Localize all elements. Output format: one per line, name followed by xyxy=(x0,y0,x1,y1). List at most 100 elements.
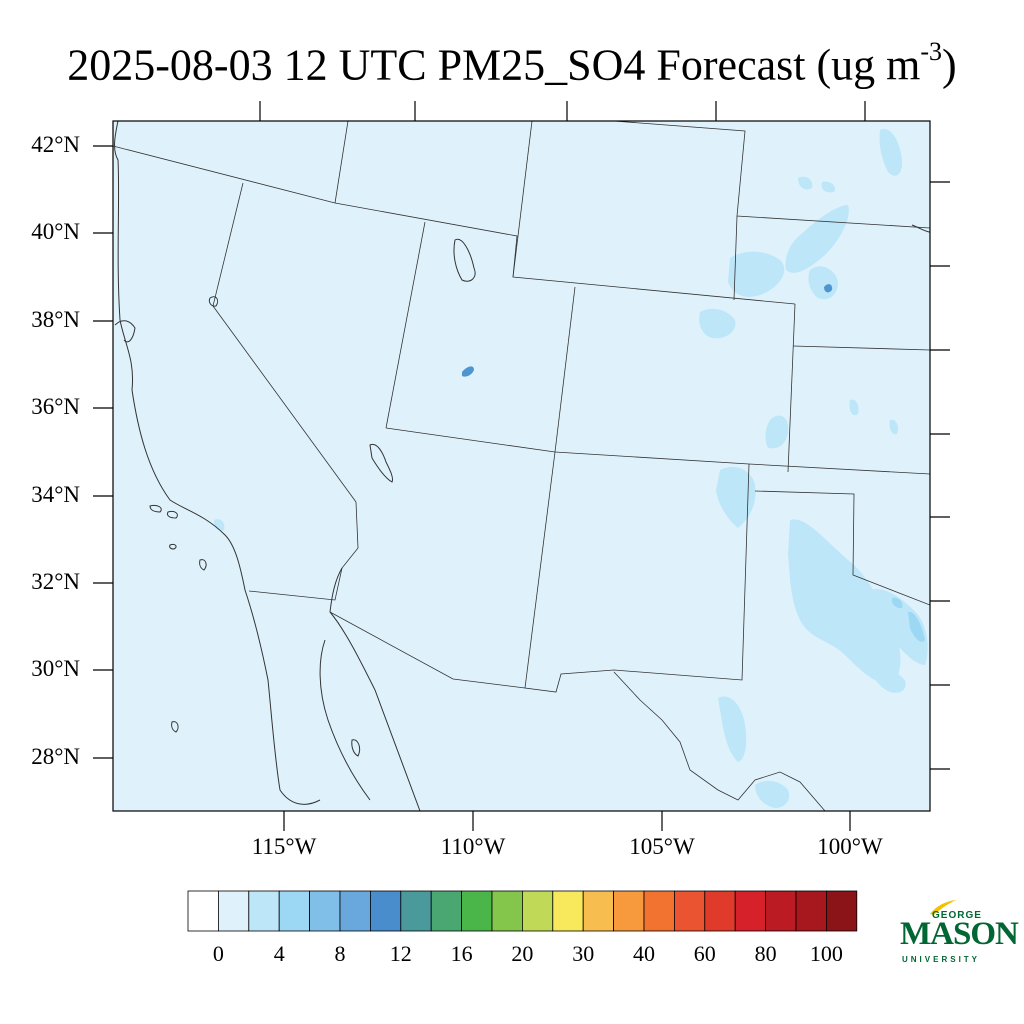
axis-ticks xyxy=(93,101,950,831)
colorbar-swatch xyxy=(674,890,706,932)
title-text: 2025-08-03 12 UTC PM25_SO4 Forecast (ug … xyxy=(67,40,921,90)
colorbar-swatch xyxy=(826,890,858,932)
boundary-line xyxy=(754,490,930,606)
lon-label-110w: 110°W xyxy=(440,834,506,859)
coastline xyxy=(114,121,321,805)
contour-patch xyxy=(728,251,785,297)
map-frame xyxy=(112,120,931,812)
colorbar-swatch xyxy=(522,890,554,932)
map-title: 2025-08-03 12 UTC PM25_SO4 Forecast (ug … xyxy=(0,28,1024,94)
colorbar-swatch xyxy=(582,890,615,932)
colorbar-swatch xyxy=(309,890,341,932)
lon-label-105w: 105°W xyxy=(629,834,695,859)
colorbar-tick-label: 8 xyxy=(334,941,346,966)
boundary-line xyxy=(554,286,576,453)
colorbar-swatch xyxy=(461,890,493,932)
colorbar-tick-label: 16 xyxy=(450,941,473,966)
concentration-contours-mid xyxy=(891,597,925,642)
contour-patch xyxy=(755,780,790,808)
contour-patch xyxy=(824,284,833,293)
colorbar-tick-label: 60 xyxy=(693,941,716,966)
contour-patch xyxy=(462,366,474,377)
boundary-line xyxy=(787,303,796,473)
boundary-line xyxy=(385,221,426,429)
contour-patch xyxy=(879,129,903,176)
contour-patch xyxy=(788,519,901,684)
lat-label-42n: 42°N xyxy=(31,132,80,157)
lat-label-32n: 32°N xyxy=(31,569,80,594)
lat-label-40n: 40°N xyxy=(31,219,80,244)
contour-patch xyxy=(891,597,903,609)
logo-bottom-text: UNIVERSITY xyxy=(902,955,981,964)
plot-area xyxy=(113,121,930,811)
coastline xyxy=(114,320,136,343)
logo-top-text: GEORGE xyxy=(932,910,982,921)
contour-patch xyxy=(870,589,928,665)
colorbar-swatch xyxy=(613,890,645,932)
boundary-line xyxy=(532,121,930,229)
boundary-line xyxy=(613,671,826,811)
contour-patch xyxy=(798,176,813,190)
colorbar-swatch xyxy=(339,890,371,932)
coastline xyxy=(208,296,219,307)
lat-label-36n: 36°N xyxy=(31,394,80,419)
contour-patch xyxy=(849,399,859,416)
contour-patch xyxy=(821,181,836,193)
colorbar-swatch xyxy=(430,890,463,932)
colorbar-tick-label: 20 xyxy=(511,941,534,966)
coastlines xyxy=(114,121,930,811)
colorbar-swatch xyxy=(552,890,584,932)
contour-patch xyxy=(908,611,925,642)
concentration-contours-high xyxy=(462,284,833,377)
coastline xyxy=(329,611,421,811)
coastline xyxy=(199,559,207,571)
lon-label-100w: 100°W xyxy=(817,834,883,859)
coastline xyxy=(351,739,361,757)
contour-patch xyxy=(889,419,899,435)
coastline xyxy=(149,505,162,513)
lat-label-34n: 34°N xyxy=(31,482,80,507)
boundary-line xyxy=(733,215,738,301)
lon-label-115w: 115°W xyxy=(251,834,317,859)
colorbar-tick-label: 4 xyxy=(273,941,285,966)
boundary-line xyxy=(113,145,796,305)
logo-leaf-icon xyxy=(930,900,956,915)
lat-label-30n: 30°N xyxy=(31,656,80,681)
coastline xyxy=(329,567,343,613)
title-close: ) xyxy=(942,40,957,90)
coastline xyxy=(169,544,177,550)
coastline xyxy=(911,224,930,233)
contour-patch xyxy=(870,664,906,693)
coastline xyxy=(167,511,178,519)
gmu-logo: GEORGE MASON UNIVERSITY xyxy=(898,898,1019,970)
boundary-line xyxy=(334,121,349,204)
contour-patch xyxy=(699,308,736,339)
coastline xyxy=(319,639,371,801)
logo-main-text: MASON xyxy=(900,916,1019,952)
coastline xyxy=(369,443,393,483)
colorbar-swatch xyxy=(369,890,402,932)
colorbar-tick-label: 40 xyxy=(633,941,655,966)
colorbar-tick-label: 12 xyxy=(389,941,412,966)
lat-label-28n: 28°N xyxy=(31,744,80,769)
colorbar-swatch xyxy=(704,890,736,932)
colorbar-tick-label: 0 xyxy=(212,941,224,966)
contour-patch xyxy=(716,466,756,528)
coastline xyxy=(453,238,476,282)
title-exponent: -3 xyxy=(920,37,943,66)
colorbar-swatch xyxy=(643,890,675,932)
boundary-line xyxy=(512,121,533,278)
colorbar-tick-label: 30 xyxy=(572,941,595,966)
colorbar-tick-label: 100 xyxy=(809,941,843,966)
coastline xyxy=(171,721,179,733)
colorbar-swatch xyxy=(187,890,219,932)
boundary-line xyxy=(385,427,930,475)
colorbar-swatch xyxy=(734,890,767,932)
colorbar xyxy=(187,890,858,932)
contour-patch xyxy=(718,696,747,762)
contour-patch xyxy=(765,415,789,449)
colorbar-swatch xyxy=(217,890,250,932)
colorbar-swatch xyxy=(795,890,827,932)
colorbar-swatch xyxy=(491,890,523,932)
